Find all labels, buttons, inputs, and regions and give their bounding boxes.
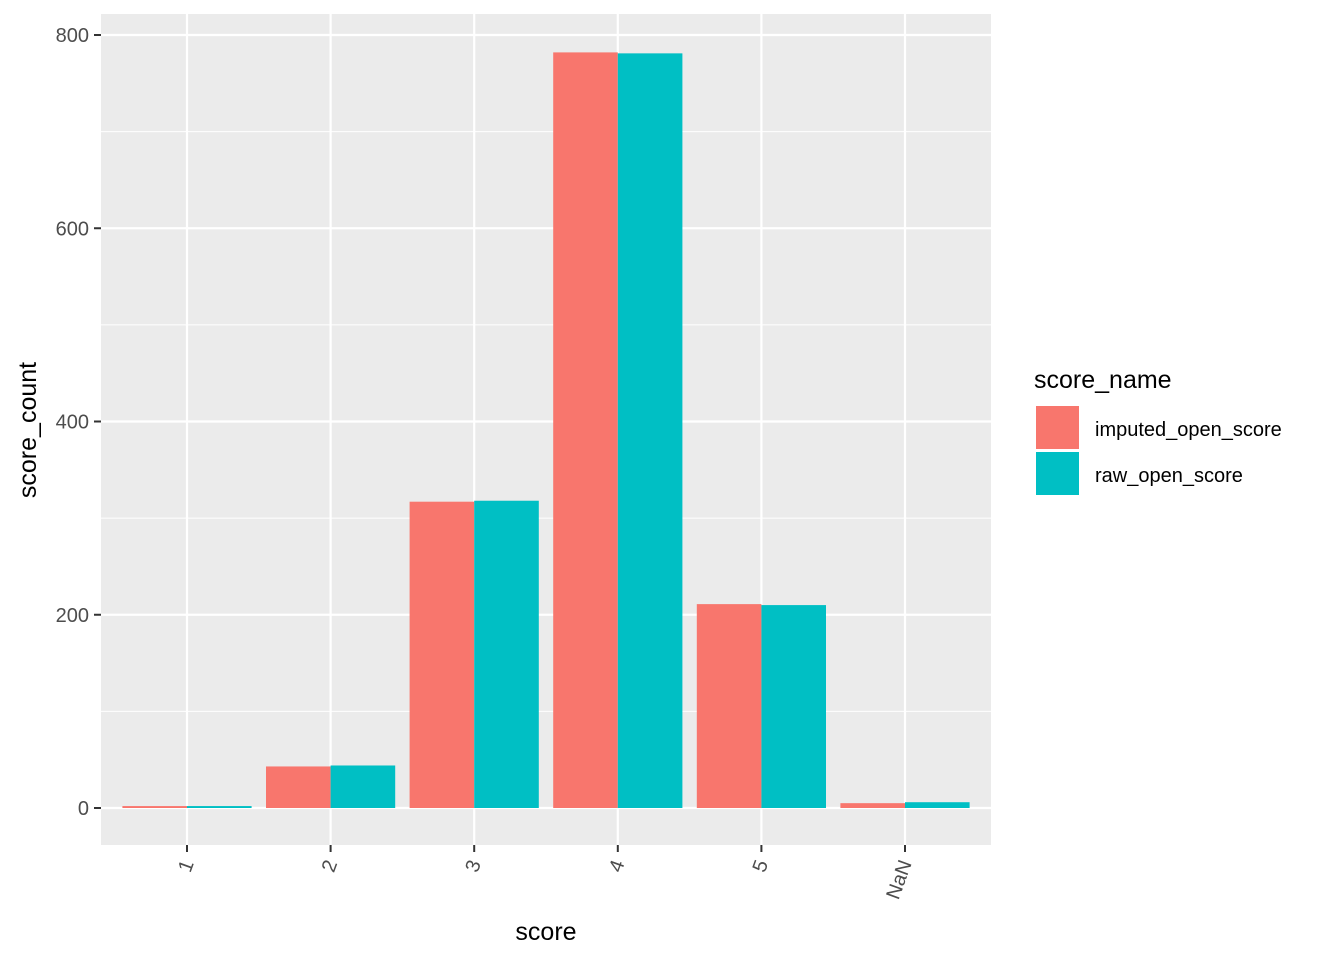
bar-raw_open_score-1 [187, 806, 252, 808]
legend-label-raw_open_score: raw_open_score [1095, 465, 1243, 487]
y-axis-title: score_count [14, 362, 42, 498]
plot-panel [101, 14, 991, 845]
y-tick-label: 800 [56, 25, 89, 47]
y-axis: 0 200 400 600 800 [56, 25, 101, 820]
bar-imputed_open_score-2 [266, 766, 331, 808]
y-tick-label: 0 [78, 798, 89, 820]
x-tick-label: 3 [461, 857, 485, 875]
x-axis: 1 2 3 4 5 NaN [174, 845, 917, 902]
x-tick-label: 5 [749, 857, 773, 875]
x-tick-label: 2 [318, 857, 342, 875]
bar-raw_open_score-3 [474, 500, 539, 808]
bar-raw_open_score-NaN [905, 802, 970, 808]
x-axis-title: score [515, 918, 576, 946]
minor-gridlines [101, 131, 991, 712]
bar-imputed_open_score-NaN [840, 803, 905, 808]
bar-imputed_open_score-4 [553, 52, 618, 808]
x-tick-label: 4 [605, 857, 629, 875]
bar-raw_open_score-2 [330, 765, 396, 808]
y-tick-label: 600 [56, 218, 89, 240]
bar-imputed_open_score-3 [409, 501, 475, 808]
legend-key-imputed_open_score [1036, 406, 1079, 449]
legend-title: score_name [1034, 366, 1172, 394]
bar-imputed_open_score-5 [696, 604, 762, 808]
legend-label-imputed_open_score: imputed_open_score [1095, 419, 1282, 441]
bar-raw_open_score-5 [761, 605, 826, 808]
x-tick-label: NaN [882, 857, 916, 902]
legend: score_name imputed_open_score raw_open_sc… [1034, 366, 1282, 495]
y-tick-label: 200 [56, 605, 89, 627]
bar-raw_open_score-4 [617, 53, 683, 808]
y-tick-label: 400 [56, 412, 89, 434]
legend-items: imputed_open_score raw_open_score [1036, 406, 1282, 495]
legend-key-raw_open_score [1036, 452, 1079, 495]
bar-imputed_open_score-1 [122, 806, 187, 808]
bars-group [122, 52, 970, 808]
x-tick-label: 1 [174, 857, 198, 875]
